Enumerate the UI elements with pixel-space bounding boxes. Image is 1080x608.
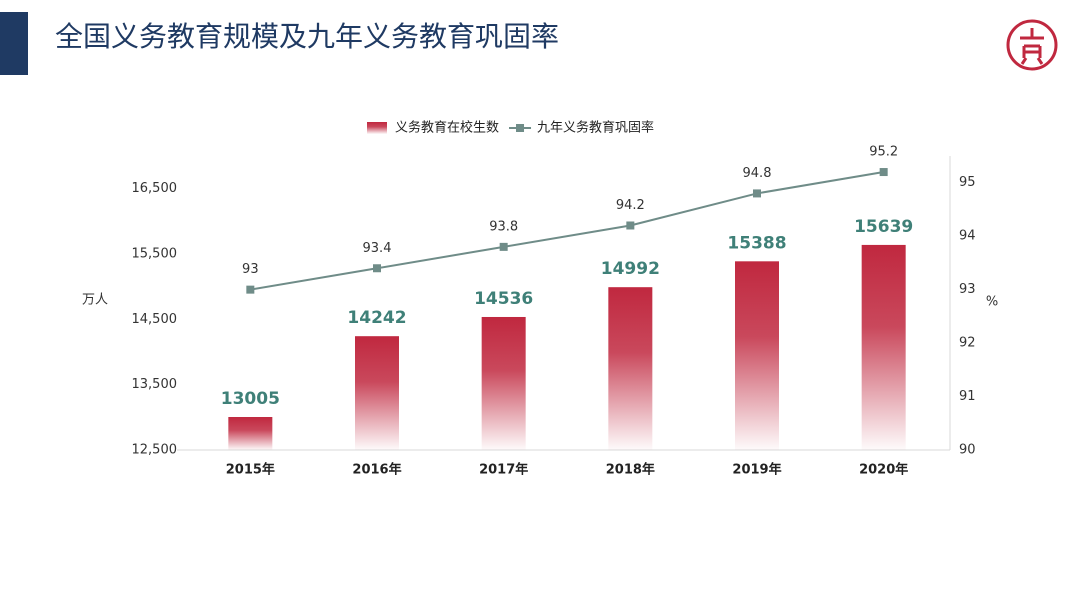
chart-title: 全国义务教育规模及九年义务教育巩固率: [55, 20, 559, 53]
line-value-label: 93.8: [489, 219, 518, 234]
x-tick-label: 2019年: [732, 462, 781, 478]
line-value-label: 93: [242, 262, 259, 277]
y2-tick-label: 91: [959, 389, 976, 404]
line-value-label: 95.2: [869, 145, 898, 160]
legend-swatch: [516, 124, 525, 132]
y-tick-label: 16,500: [132, 181, 178, 196]
y2-tick-label: 90: [959, 443, 976, 458]
y-tick-label: 12,500: [132, 443, 178, 458]
bar-value-label: 15639: [854, 217, 913, 237]
y2-tick-label: 94: [959, 229, 976, 244]
y2-tick-label: 93: [959, 282, 976, 297]
y-axis-label: 万人: [82, 293, 108, 308]
header-accent: [0, 12, 28, 75]
bar: [861, 244, 906, 450]
line-value-label: 93.4: [363, 241, 392, 256]
bar: [608, 287, 653, 450]
y2-axis-label: %: [986, 295, 998, 310]
line: [250, 171, 884, 291]
bar-value-label: 13005: [221, 389, 280, 409]
line-marker: [499, 242, 508, 251]
x-tick-label: 2016年: [352, 462, 401, 478]
x-tick-label: 2015年: [226, 462, 275, 478]
legend-swatch: [367, 122, 387, 134]
line-marker: [373, 264, 381, 273]
line-marker: [879, 168, 888, 177]
bar: [228, 417, 273, 450]
bar-value-label: 15388: [727, 233, 786, 253]
y2-tick-label: 92: [959, 336, 976, 351]
legend-label: 义务教育在校生数: [395, 120, 499, 136]
line-marker: [246, 285, 255, 294]
y-tick-label: 13,500: [132, 377, 178, 392]
y-tick-label: 15,500: [132, 247, 178, 262]
bar-value-label: 14242: [347, 308, 406, 328]
line-value-label: 94.8: [743, 166, 772, 181]
line-value-label: 94.2: [616, 198, 645, 213]
bar: [481, 316, 526, 450]
bar-value-label: 14992: [601, 259, 660, 279]
x-tick-label: 2020年: [859, 462, 908, 478]
y2-tick-label: 95: [959, 175, 976, 190]
legend-label: 九年义务教育巩固率: [537, 120, 654, 136]
bar: [735, 261, 779, 450]
x-tick-label: 2017年: [479, 462, 528, 478]
y-tick-label: 14,500: [132, 312, 178, 327]
logo: [1006, 19, 1058, 71]
bar-value-label: 14536: [474, 289, 533, 309]
line-marker: [753, 189, 761, 198]
bar: [355, 336, 399, 450]
line-marker: [626, 221, 635, 230]
x-tick-label: 2018年: [606, 462, 655, 478]
